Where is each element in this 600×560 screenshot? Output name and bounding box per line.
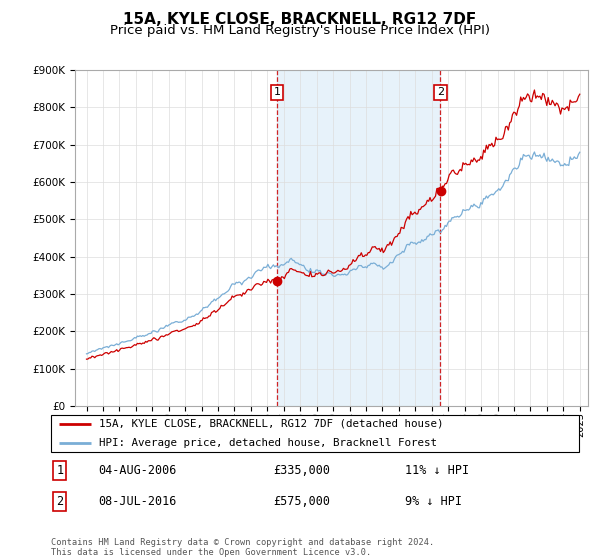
Text: 9% ↓ HPI: 9% ↓ HPI	[405, 494, 462, 507]
Text: £335,000: £335,000	[273, 464, 330, 477]
Text: £575,000: £575,000	[273, 494, 330, 507]
Text: HPI: Average price, detached house, Bracknell Forest: HPI: Average price, detached house, Brac…	[98, 438, 437, 448]
Text: Price paid vs. HM Land Registry's House Price Index (HPI): Price paid vs. HM Land Registry's House …	[110, 24, 490, 37]
Text: 2: 2	[437, 87, 444, 97]
FancyBboxPatch shape	[51, 415, 579, 452]
Text: 1: 1	[274, 87, 280, 97]
Text: 08-JUL-2016: 08-JUL-2016	[98, 494, 177, 507]
Text: Contains HM Land Registry data © Crown copyright and database right 2024.
This d: Contains HM Land Registry data © Crown c…	[51, 538, 434, 557]
Text: 1: 1	[56, 464, 64, 477]
Text: 11% ↓ HPI: 11% ↓ HPI	[405, 464, 469, 477]
Text: 15A, KYLE CLOSE, BRACKNELL, RG12 7DF: 15A, KYLE CLOSE, BRACKNELL, RG12 7DF	[124, 12, 476, 27]
Bar	[277, 70, 440, 406]
Text: 15A, KYLE CLOSE, BRACKNELL, RG12 7DF (detached house): 15A, KYLE CLOSE, BRACKNELL, RG12 7DF (de…	[98, 419, 443, 429]
Text: 2: 2	[56, 494, 64, 507]
Text: 04-AUG-2006: 04-AUG-2006	[98, 464, 177, 477]
